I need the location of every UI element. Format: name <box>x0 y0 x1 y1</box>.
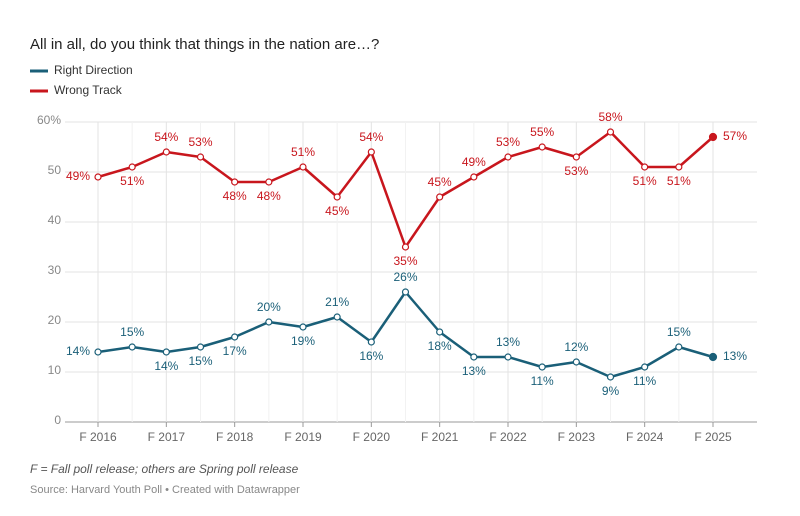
data-label: 51% <box>120 174 144 188</box>
legend-label: Wrong Track <box>54 83 123 97</box>
point <box>299 163 307 171</box>
point <box>572 153 580 161</box>
note: F = Fall poll release; others are Spring… <box>30 462 299 476</box>
y-tick-label: 50 <box>48 163 62 177</box>
point <box>401 243 410 251</box>
point <box>367 148 375 156</box>
point <box>436 328 444 336</box>
data-label: 9% <box>602 384 620 398</box>
data-label: 20% <box>257 300 281 314</box>
data-label: 11% <box>531 374 554 388</box>
data-label: 19% <box>291 334 315 348</box>
point <box>606 373 615 381</box>
point <box>196 343 205 351</box>
data-label: 14% <box>66 344 90 358</box>
point <box>231 333 239 341</box>
data-label: 55% <box>530 125 554 139</box>
data-label: 13% <box>723 349 747 363</box>
point <box>401 288 410 296</box>
y-tick-label: 30 <box>48 263 62 277</box>
legend-label: Right Direction <box>54 63 133 77</box>
point <box>675 163 683 171</box>
point <box>265 178 273 186</box>
point <box>162 348 170 356</box>
x-tick-label: F 2024 <box>626 430 664 444</box>
point <box>641 163 649 171</box>
point <box>606 128 615 136</box>
data-label: 21% <box>325 295 349 309</box>
data-label: 54% <box>154 130 178 144</box>
x-tick-label: F 2022 <box>489 430 527 444</box>
x-tick-label: F 2019 <box>284 430 322 444</box>
data-label: 15% <box>188 354 212 368</box>
data-label: 49% <box>462 155 486 169</box>
data-label: 53% <box>188 135 212 149</box>
data-label: 51% <box>291 145 315 159</box>
point <box>470 353 478 361</box>
point <box>333 193 341 201</box>
data-label: 18% <box>428 339 452 353</box>
point <box>572 358 580 366</box>
source: Source: Harvard Youth Poll • Created wit… <box>30 484 300 496</box>
data-label: 57% <box>723 129 747 143</box>
point <box>265 318 273 326</box>
chart-title: All in all, do you think that things in … <box>30 36 379 53</box>
data-label: 12% <box>564 340 588 354</box>
data-label: 14% <box>154 359 178 373</box>
data-label: 45% <box>325 204 349 218</box>
point <box>162 148 170 156</box>
point <box>196 153 205 161</box>
data-label: 51% <box>667 174 691 188</box>
y-tick-label: 40 <box>48 213 62 227</box>
point <box>436 193 444 201</box>
data-label: 53% <box>496 135 520 149</box>
point <box>538 363 546 371</box>
point <box>708 132 718 142</box>
data-label: 15% <box>120 325 144 339</box>
x-tick-label: F 2023 <box>558 430 596 444</box>
data-label: 13% <box>496 335 520 349</box>
point <box>299 323 307 331</box>
point <box>231 178 239 186</box>
x-tick-label: F 2021 <box>421 430 459 444</box>
y-tick-label: 20 <box>48 313 62 327</box>
data-label: 45% <box>428 175 452 189</box>
point <box>367 338 375 346</box>
data-label: 15% <box>667 325 691 339</box>
point <box>538 143 546 151</box>
data-label: 17% <box>223 344 247 358</box>
x-tick-label: F 2018 <box>216 430 254 444</box>
x-tick-label: F 2020 <box>353 430 391 444</box>
data-label: 16% <box>359 349 383 363</box>
data-label: 51% <box>633 174 657 188</box>
point <box>94 348 102 356</box>
point <box>675 343 683 351</box>
point <box>94 173 102 181</box>
data-label: 11% <box>633 374 656 388</box>
y-tick-label: 0 <box>54 413 61 427</box>
point <box>470 173 478 181</box>
point <box>128 343 136 351</box>
x-tick-label: F 2016 <box>79 430 117 444</box>
data-label: 13% <box>462 364 486 378</box>
point <box>128 163 136 171</box>
x-tick-label: F 2017 <box>148 430 186 444</box>
data-label: 48% <box>223 189 247 203</box>
point <box>504 153 512 161</box>
data-label: 53% <box>564 164 588 178</box>
y-tick-label: 60% <box>37 113 61 127</box>
data-label: 26% <box>393 270 417 284</box>
data-label: 35% <box>393 254 417 268</box>
x-tick-label: F 2025 <box>694 430 732 444</box>
data-label: 48% <box>257 189 281 203</box>
y-tick-label: 10 <box>48 363 62 377</box>
point <box>333 313 341 321</box>
point <box>641 363 649 371</box>
data-label: 49% <box>66 169 90 183</box>
data-label: 58% <box>598 110 622 124</box>
point <box>708 352 718 362</box>
point <box>504 353 512 361</box>
data-label: 54% <box>359 130 383 144</box>
